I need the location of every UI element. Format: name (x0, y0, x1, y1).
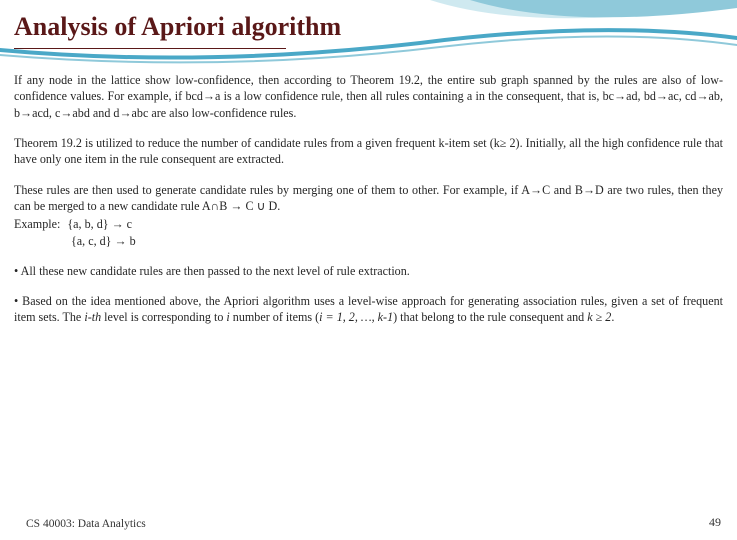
p5-seg-g: ) that belong to the rule consequent and (393, 310, 587, 324)
p5-seg-b: i-th (84, 310, 101, 324)
slide-title: Analysis of Apriori algorithm (14, 12, 341, 42)
p5-seg-f: i = 1, 2, …, k-1 (319, 310, 393, 324)
example-line-2: {a, c, d} → b (14, 233, 723, 249)
paragraph-3: These rules are then used to generate ca… (14, 182, 723, 215)
example-rule-1: {a, b, d} → c (63, 217, 132, 231)
p5-seg-i: . (611, 310, 614, 324)
title-underline (14, 48, 286, 49)
paragraph-4: • All these new candidate rules are then… (14, 263, 723, 279)
example-label: Example: (14, 217, 60, 231)
p5-seg-e: number of items ( (230, 310, 319, 324)
paragraph-2: Theorem 19.2 is utilized to reduce the n… (14, 135, 723, 168)
p5-seg-h: k ≥ 2 (587, 310, 611, 324)
paragraph-5: • Based on the idea mentioned above, the… (14, 293, 723, 326)
p5-seg-c: level is corresponding to (101, 310, 226, 324)
footer-course: CS 40003: Data Analytics (26, 518, 146, 530)
footer-page-number: 49 (709, 515, 721, 530)
paragraph-1: If any node in the lattice show low-conf… (14, 72, 723, 121)
example-line-1: Example: {a, b, d} → c (14, 216, 723, 232)
slide-body: If any node in the lattice show low-conf… (14, 72, 723, 340)
